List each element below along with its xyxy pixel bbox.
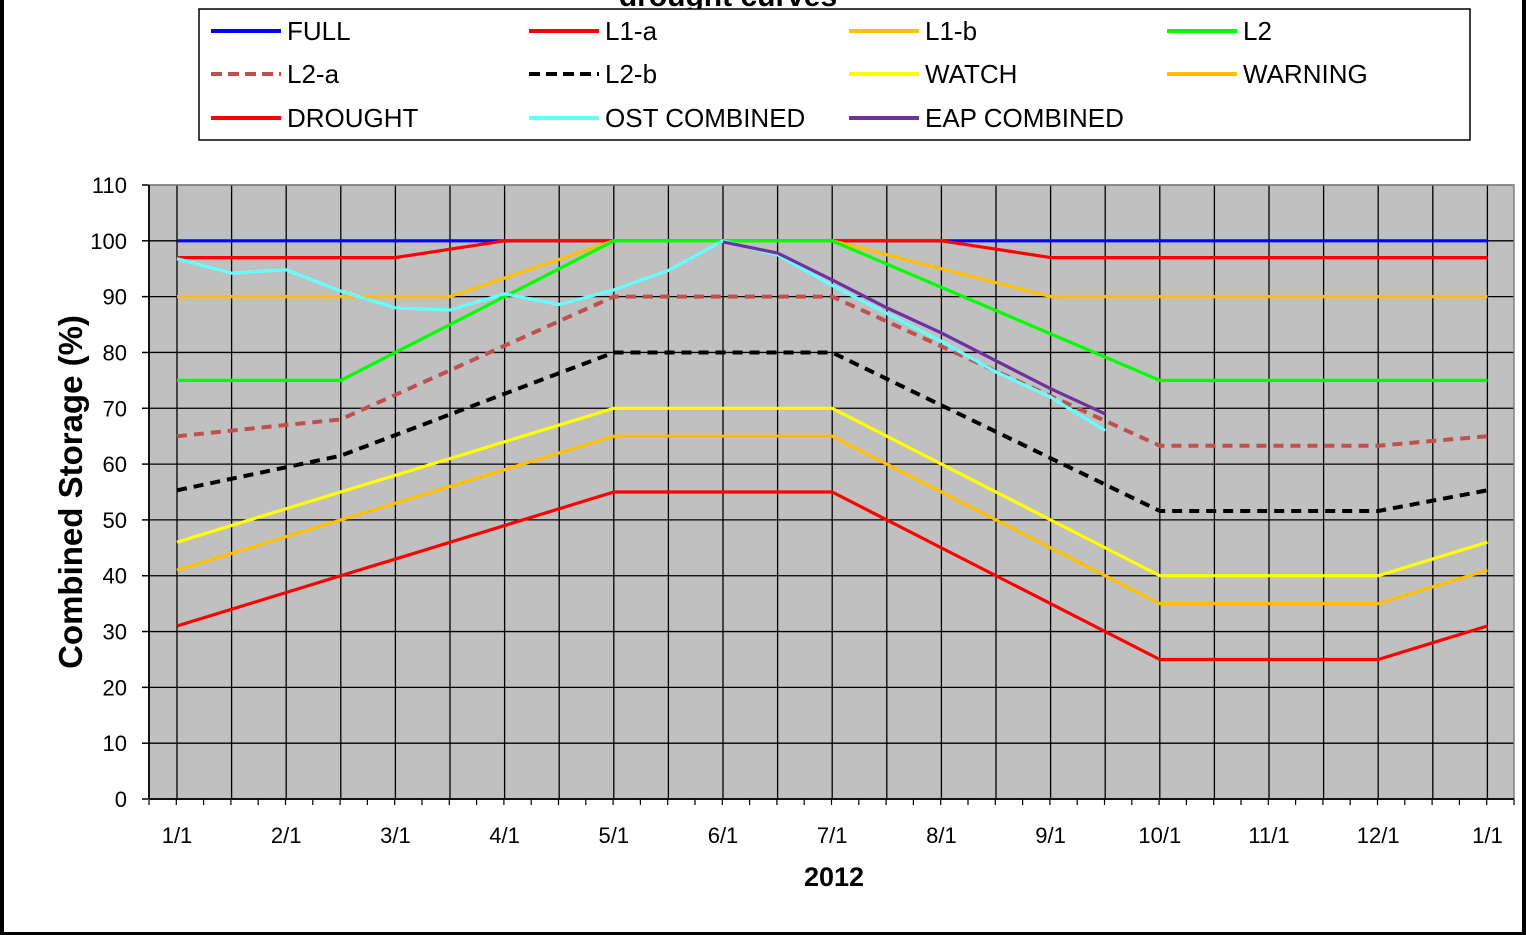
x-tick-label: 3/1	[380, 823, 411, 848]
legend-item-l2-a: L2-a	[211, 59, 340, 89]
y-tick-label: 40	[103, 564, 127, 589]
series-line-warning	[176, 434, 1488, 606]
x-axis-title: 2012	[804, 862, 864, 892]
legend-label: L2	[1243, 16, 1272, 46]
legend-item-l2: L2	[1167, 16, 1272, 46]
series-line-l2-b	[176, 350, 1488, 513]
legend-label: DROUGHT	[287, 103, 419, 133]
legend-label: L2-b	[605, 59, 657, 89]
legend-item-ost-combined: OST COMBINED	[529, 103, 805, 133]
axes: 0 10 20 30 40 50 60 70 80 90 100 110 1/1 2/1 3/1 4/1 5/1…	[90, 173, 1515, 848]
y-tick-label: 0	[115, 787, 127, 812]
x-tick-label: 5/1	[599, 823, 630, 848]
x-tick-label: 1/1	[1472, 823, 1503, 848]
series-line-watch	[176, 406, 1488, 578]
legend-item-drought: DROUGHT	[211, 103, 419, 133]
x-tick-label: 12/1	[1357, 823, 1400, 848]
legend-label: OST COMBINED	[605, 103, 805, 133]
x-tick-label: 6/1	[708, 823, 739, 848]
series-line-ost-combined	[176, 239, 1107, 432]
series-line-eap-combined	[722, 240, 1106, 416]
y-axis-title: Combined Storage (%)	[52, 315, 89, 669]
x-tick-label: 1/1	[162, 823, 193, 848]
y-tick-label: 50	[103, 508, 127, 533]
y-tick-label: 30	[103, 620, 127, 645]
legend-label: L1-a	[605, 16, 658, 46]
legend-label: EAP COMBINED	[925, 103, 1124, 133]
x-tick-label: 10/1	[1138, 823, 1181, 848]
x-tick-label: 7/1	[817, 823, 848, 848]
legend-item-watch: WATCH	[849, 59, 1017, 89]
legend-label: WARNING	[1243, 59, 1368, 89]
series-lines	[176, 239, 1488, 662]
legend-label: FULL	[287, 16, 351, 46]
y-tick-label: 70	[103, 396, 127, 421]
y-tick-label: 20	[103, 675, 127, 700]
legend-item-l2-b: L2-b	[529, 59, 657, 89]
y-tick-label: 60	[103, 452, 127, 477]
legend-item-l1-a: L1-a	[529, 16, 658, 46]
series-line-l2-a	[176, 294, 1488, 448]
x-tick-label: 2/1	[271, 823, 302, 848]
x-tick-label: 9/1	[1035, 823, 1066, 848]
legend-item-warning: WARNING	[1167, 59, 1368, 89]
legend-label: L1-b	[925, 16, 977, 46]
legend-box	[198, 8, 1471, 141]
legend: FULL L1-a L1-b L2 L2-a L2-b WATCH WARNING DROUGH…	[198, 8, 1471, 141]
series-line-drought	[176, 490, 1488, 662]
y-tick-label: 100	[90, 229, 127, 254]
legend-item-eap-combined: EAP COMBINED	[849, 103, 1124, 133]
y-tick-label: 80	[103, 340, 127, 365]
y-tick-label: 90	[103, 285, 127, 310]
y-tick-label: 10	[103, 731, 127, 756]
x-tick-label: 11/1	[1248, 823, 1289, 848]
x-tick-label: 8/1	[926, 823, 957, 848]
legend-label: WATCH	[925, 59, 1017, 89]
legend-item-l1-b: L1-b	[849, 16, 977, 46]
legend-item-full: FULL	[211, 16, 351, 46]
y-tick-label: 110	[92, 173, 127, 198]
legend-label: L2-a	[287, 59, 340, 89]
chart-canvas: drought curves FULLL1-aL1-bL2L2-aL2-bWAT…	[52, 0, 1515, 892]
x-tick-label: 4/1	[489, 823, 520, 848]
